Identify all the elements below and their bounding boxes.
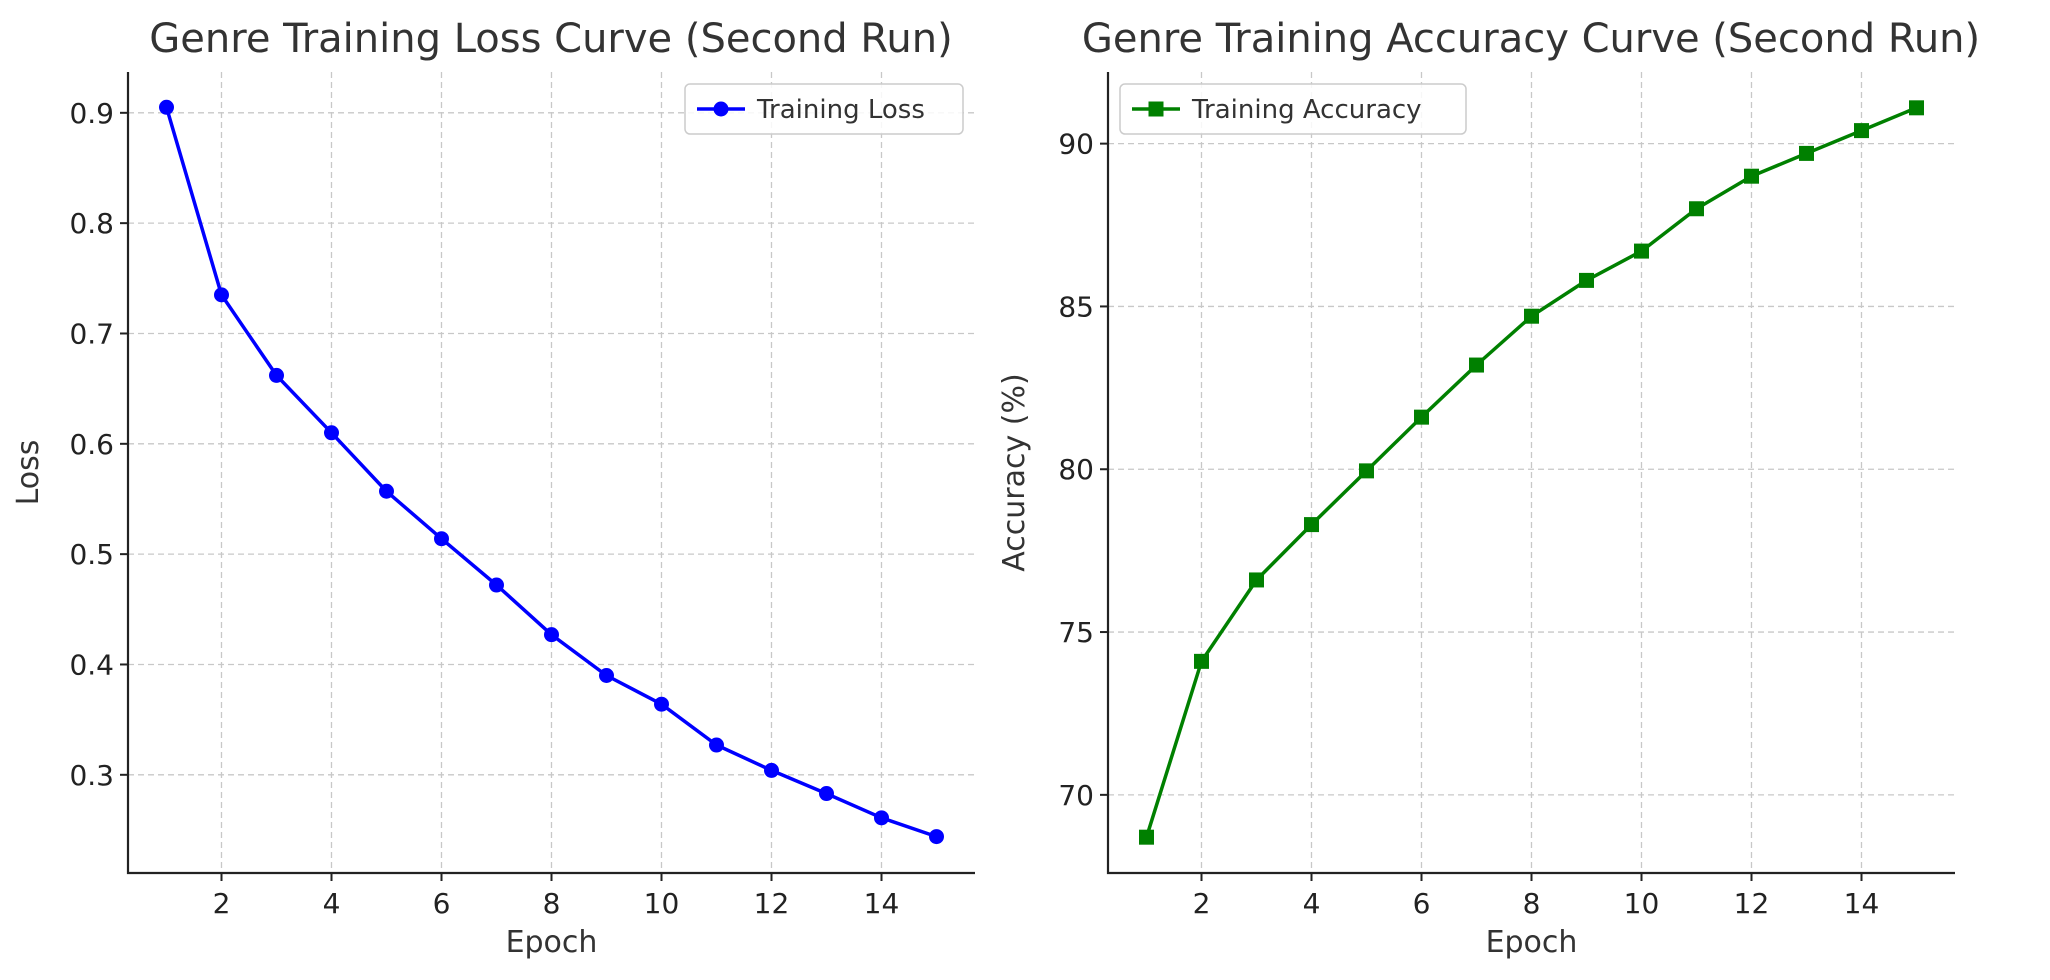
y-tick-label: 0.6 <box>69 428 114 461</box>
y-tick-label: 70 <box>1058 779 1094 812</box>
x-axis-label: Epoch <box>1486 925 1578 960</box>
legend: Training Accuracy <box>1119 83 1467 135</box>
data-point <box>1799 145 1814 161</box>
data-point <box>379 483 394 499</box>
data-point <box>819 786 834 802</box>
data-point <box>1469 357 1484 373</box>
legend-marker <box>1148 101 1164 117</box>
data-point <box>764 762 779 778</box>
legend-marker <box>713 101 729 117</box>
y-axis-label: Loss <box>11 440 46 506</box>
y-tick-label: 0.9 <box>69 97 114 130</box>
y-tick-label: 90 <box>1058 128 1094 161</box>
data-point <box>489 577 504 593</box>
chart-title: Genre Training Accuracy Curve (Second Ru… <box>1082 16 1980 62</box>
axis-spines <box>126 72 975 875</box>
x-tick-label: 12 <box>1734 887 1770 920</box>
legend-label: Training Accuracy <box>1191 95 1422 125</box>
data-point <box>1524 308 1539 324</box>
chart-2: Genre Training Accuracy Curve (Second Ru… <box>997 16 1980 960</box>
x-tick-label: 4 <box>323 887 341 920</box>
data-point <box>1744 168 1759 184</box>
data-point <box>1249 572 1264 588</box>
data-point <box>159 99 174 115</box>
data-point <box>709 737 724 753</box>
data-point <box>1304 517 1319 533</box>
data-point <box>654 696 669 712</box>
data-point <box>544 627 559 643</box>
chart-1: Genre Training Loss Curve (Second Run) 2 4… <box>11 16 975 960</box>
data-point <box>1579 272 1594 288</box>
x-tick-label: 14 <box>864 887 900 920</box>
data-point <box>434 531 449 547</box>
data-point <box>324 425 339 441</box>
data-point <box>1359 463 1374 479</box>
data-point <box>1854 123 1869 139</box>
data-point <box>214 287 229 303</box>
data-point <box>874 810 889 826</box>
legend: Training Loss <box>684 83 964 135</box>
data-point <box>1414 409 1429 425</box>
y-tick-label: 0.7 <box>69 317 114 350</box>
data-point <box>1194 653 1209 669</box>
data-point <box>1634 243 1649 259</box>
y-tick-label: 75 <box>1058 616 1094 649</box>
x-tick-label: 2 <box>213 887 231 920</box>
x-tick-label: 2 <box>1193 887 1211 920</box>
y-axis-label: Accuracy (%) <box>997 373 1032 571</box>
data-point <box>599 668 614 684</box>
x-tick-label: 6 <box>433 887 451 920</box>
legend-label: Training Loss <box>756 95 925 125</box>
axis-spines <box>1106 72 1955 875</box>
legend-box <box>684 83 964 135</box>
y-tick-label: 80 <box>1058 453 1094 486</box>
y-tick-label: 0.8 <box>69 207 114 240</box>
y-tick-label: 85 <box>1058 290 1094 323</box>
data-point <box>1689 201 1704 217</box>
x-tick-label: 6 <box>1413 887 1431 920</box>
x-tick-label: 8 <box>1523 887 1541 920</box>
x-tick-label: 4 <box>1303 887 1321 920</box>
y-tick-label: 0.5 <box>69 538 114 571</box>
y-tick-label: 0.3 <box>69 759 114 792</box>
data-point <box>929 829 944 845</box>
x-tick-label: 8 <box>543 887 561 920</box>
x-tick-label: 10 <box>644 887 680 920</box>
x-axis-label: Epoch <box>506 925 598 960</box>
x-tick-label: 12 <box>754 887 790 920</box>
x-tick-label: 14 <box>1844 887 1880 920</box>
data-point <box>1909 100 1924 116</box>
legend-box <box>1119 83 1467 135</box>
x-tick-label: 10 <box>1624 887 1660 920</box>
data-point <box>269 367 284 383</box>
chart-title: Genre Training Loss Curve (Second Run) <box>149 16 952 62</box>
y-tick-label: 0.4 <box>69 648 114 681</box>
data-point <box>1139 829 1154 845</box>
